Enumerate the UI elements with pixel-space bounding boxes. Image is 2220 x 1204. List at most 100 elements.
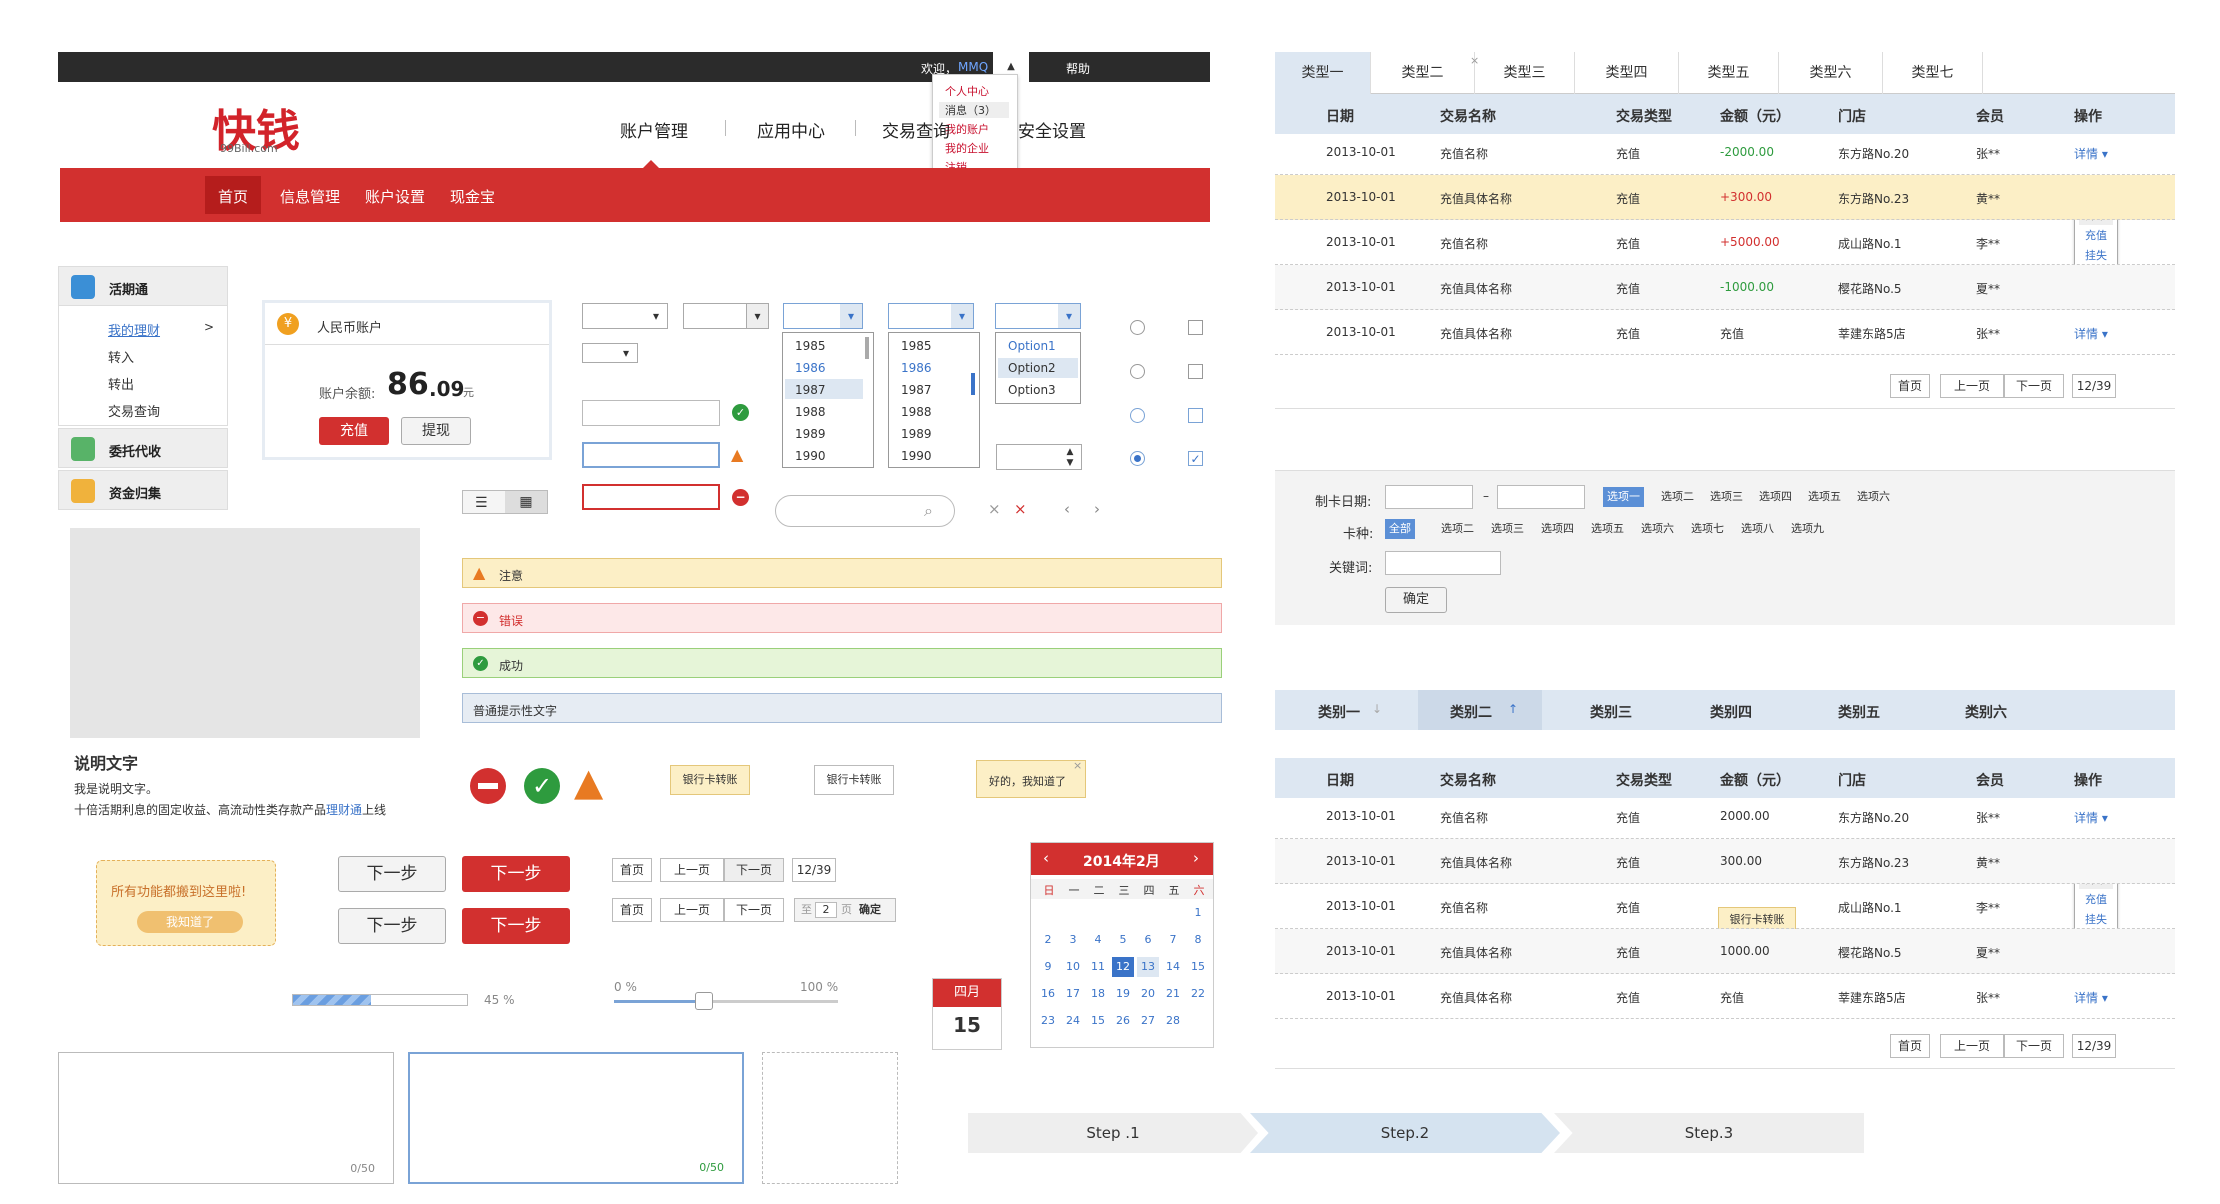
- pager-first[interactable]: 首页: [612, 898, 652, 922]
- filter-option-active[interactable]: 全部: [1385, 519, 1415, 539]
- textarea-focused[interactable]: 0/50: [408, 1052, 744, 1184]
- stepper-arrows-icon[interactable]: ▲ ▼: [1066, 447, 1074, 468]
- calendar-day[interactable]: 18: [1091, 987, 1105, 1000]
- category-tab[interactable]: 类别三: [1590, 705, 1632, 721]
- radio-button[interactable]: [1130, 364, 1145, 379]
- search-icon[interactable]: ⌕: [924, 501, 933, 520]
- chevron-right-icon[interactable]: ›: [1094, 500, 1100, 518]
- filter-option[interactable]: 选项三: [1491, 522, 1524, 535]
- step-1[interactable]: Step .1: [968, 1113, 1258, 1153]
- calendar-day[interactable]: 27: [1141, 1014, 1155, 1027]
- pager-first[interactable]: 首页: [1890, 1034, 1930, 1058]
- year-listbox[interactable]: 1985 1986 1987 1988 1989 1990: [782, 332, 874, 468]
- tab[interactable]: 类型六: [1779, 52, 1883, 94]
- checkbox[interactable]: [1188, 364, 1203, 379]
- filter-option[interactable]: 选项二: [1661, 490, 1694, 503]
- calendar-day[interactable]: 19: [1116, 987, 1130, 1000]
- details-link[interactable]: 详情 ▾: [2074, 811, 2108, 825]
- year-option[interactable]: 1987: [795, 383, 826, 397]
- pager-next[interactable]: 下一页: [724, 898, 784, 922]
- calendar-day[interactable]: 24: [1066, 1014, 1080, 1027]
- filter-option[interactable]: 选项九: [1791, 522, 1824, 535]
- category-tab[interactable]: 类别六: [1965, 705, 2007, 721]
- calendar-day[interactable]: 8: [1194, 933, 1202, 946]
- step-3[interactable]: Step.3: [1554, 1113, 1864, 1153]
- filter-option-active[interactable]: 选项一: [1603, 487, 1644, 507]
- checkbox[interactable]: [1188, 408, 1203, 423]
- select-dropdown[interactable]: ▾: [582, 303, 668, 329]
- sidebar-section-header[interactable]: 活期通: [58, 266, 228, 306]
- calendar-day[interactable]: 10: [1066, 960, 1080, 973]
- year-option[interactable]: 1989: [795, 427, 826, 441]
- filter-option[interactable]: 选项五: [1808, 490, 1841, 503]
- calendar-day[interactable]: 9: [1044, 960, 1052, 973]
- menu-item-messages[interactable]: 消息（3）: [939, 102, 1009, 118]
- calendar-day[interactable]: 20: [1141, 987, 1155, 1000]
- subnav-home[interactable]: 首页: [218, 188, 249, 206]
- option-item[interactable]: Option3: [1008, 383, 1056, 397]
- nav-app-center[interactable]: 应用中心: [757, 122, 825, 142]
- sidebar-section-collection[interactable]: 委托代收: [58, 428, 228, 468]
- select-open[interactable]: ▾: [888, 303, 974, 329]
- calendar-day[interactable]: 23: [1041, 1014, 1055, 1027]
- select-open[interactable]: ▾: [995, 303, 1081, 329]
- nav-account-management[interactable]: 账户管理: [620, 122, 688, 142]
- withdraw-button[interactable]: 提现: [401, 417, 471, 445]
- recharge-button[interactable]: 充值: [319, 417, 389, 445]
- sort-down-icon[interactable]: ↓: [1372, 702, 1383, 716]
- category-tab[interactable]: 类别二: [1450, 705, 1492, 721]
- slider-handle[interactable]: [694, 992, 713, 1010]
- calendar-day[interactable]: 1: [1194, 906, 1202, 919]
- scrollbar-thumb[interactable]: [865, 337, 869, 359]
- tab[interactable]: 类型七: [1883, 52, 1983, 94]
- year-option[interactable]: 1986: [901, 361, 932, 375]
- nav-transaction-query[interactable]: 交易查询: [882, 122, 950, 142]
- filter-option[interactable]: 选项七: [1691, 522, 1724, 535]
- nav-security-settings[interactable]: 安全设置: [1018, 122, 1086, 142]
- year-option[interactable]: 1989: [901, 427, 932, 441]
- calendar-day[interactable]: 4: [1094, 933, 1102, 946]
- text-input-focused[interactable]: [582, 442, 720, 468]
- year-option[interactable]: 1985: [901, 339, 932, 353]
- number-stepper[interactable]: ▲ ▼: [996, 444, 1082, 470]
- pager-first[interactable]: 首页: [612, 858, 652, 882]
- calendar-day[interactable]: 3: [1069, 933, 1077, 946]
- text-input[interactable]: [582, 400, 720, 426]
- keyword-input[interactable]: [1385, 551, 1501, 575]
- text-input-error[interactable]: [582, 484, 720, 510]
- pager-prev[interactable]: 上一页: [660, 858, 724, 882]
- category-tab[interactable]: 类别四: [1710, 705, 1752, 721]
- close-icon[interactable]: ×: [1014, 500, 1027, 518]
- help-link[interactable]: 帮助: [1066, 62, 1091, 76]
- notice-ok-button[interactable]: 我知道了: [137, 911, 243, 933]
- action-menu-item[interactable]: 充值: [2085, 229, 2107, 242]
- calendar-day[interactable]: 12: [1112, 957, 1134, 977]
- pager-next[interactable]: 下一页: [2004, 374, 2064, 398]
- details-link[interactable]: 详情 ▾: [2074, 991, 2108, 1005]
- action-menu-item[interactable]: 充值: [2085, 893, 2107, 906]
- next-button-red[interactable]: 下一步: [462, 856, 570, 892]
- calendar-day[interactable]: 13: [1137, 957, 1159, 977]
- calendar-day[interactable]: 17: [1066, 987, 1080, 1000]
- jump-confirm-button[interactable]: 确定: [859, 903, 881, 916]
- username-link[interactable]: MMQ: [958, 60, 989, 74]
- chevron-right-icon[interactable]: ›: [1193, 849, 1199, 867]
- checkbox-checked[interactable]: ✓: [1188, 451, 1203, 466]
- kuaiqian-logo[interactable]: 快钱: [212, 106, 300, 157]
- pager-next[interactable]: 下一页: [2004, 1034, 2064, 1058]
- dropzone[interactable]: [762, 1052, 898, 1184]
- calendar-day[interactable]: 11: [1091, 960, 1105, 973]
- year-option[interactable]: 1986: [795, 361, 826, 375]
- year-option[interactable]: 1985: [795, 339, 826, 353]
- next-button-grey[interactable]: 下一步: [338, 908, 446, 944]
- calendar-day[interactable]: 22: [1191, 987, 1205, 1000]
- search-input[interactable]: ⌕: [775, 495, 955, 527]
- sidebar-item-transfer-in[interactable]: 转入: [108, 351, 135, 366]
- pager-prev[interactable]: 上一页: [660, 898, 724, 922]
- calendar-day[interactable]: 2: [1044, 933, 1052, 946]
- tab-active[interactable]: 类型一: [1275, 52, 1371, 94]
- radio-button[interactable]: [1130, 408, 1145, 423]
- calendar-day[interactable]: 7: [1169, 933, 1177, 946]
- chevron-left-icon[interactable]: ‹: [1064, 500, 1070, 518]
- chevron-left-icon[interactable]: ‹: [1043, 849, 1049, 867]
